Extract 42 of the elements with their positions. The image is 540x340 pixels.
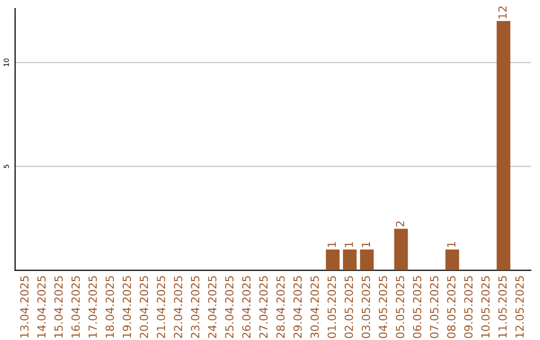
x-tick-label: 06.05.2025 bbox=[412, 276, 422, 338]
x-tick-label: 25.04.2025 bbox=[225, 276, 234, 338]
x-tick-label: 09.05.2025 bbox=[464, 276, 473, 338]
x-tick-label: 03.05.2025 bbox=[362, 276, 370, 338]
bar bbox=[342, 250, 357, 270]
data-label: 2 bbox=[396, 221, 404, 227]
x-tick-label: 27.04.2025 bbox=[259, 276, 268, 338]
x-tick-label: 19.04.2025 bbox=[122, 276, 132, 338]
x-tick-label: 05.05.2025 bbox=[396, 276, 404, 338]
data-label: 1 bbox=[344, 242, 353, 247]
data-label: 1 bbox=[328, 242, 336, 247]
x-tick-label: 22.04.2025 bbox=[174, 276, 182, 338]
x-tick-label: 13.04.2025 bbox=[20, 276, 29, 338]
x-tick-label: 01.05.2025 bbox=[328, 276, 336, 338]
x-tick-label: 16.04.2025 bbox=[71, 276, 80, 338]
x-tick-label: 10.05.2025 bbox=[481, 276, 490, 338]
x-tick-label: 23.04.2025 bbox=[190, 276, 200, 338]
x-tick-label: 24.04.2025 bbox=[208, 276, 216, 338]
x-tick-label: 18.04.2025 bbox=[106, 276, 114, 338]
x-tick-label: 02.05.2025 bbox=[344, 276, 354, 338]
x-tick-label: 04.05.2025 bbox=[378, 276, 388, 338]
data-label: 1 bbox=[362, 242, 370, 247]
bar bbox=[394, 228, 408, 270]
bar bbox=[496, 20, 510, 270]
bar bbox=[445, 250, 460, 270]
x-tick-label: 20.04.2025 bbox=[140, 276, 148, 338]
x-tick-label: 14.04.2025 bbox=[37, 276, 46, 338]
x-tick-label: 15.04.2025 bbox=[54, 276, 63, 338]
x-tick-label: 28.04.2025 bbox=[276, 276, 285, 338]
x-tick-label: 21.04.2025 bbox=[156, 276, 166, 338]
x-tick-label: 26.04.2025 bbox=[242, 276, 251, 338]
x-tick-label: 17.04.2025 bbox=[88, 276, 97, 338]
x-tick-label: 07.05.2025 bbox=[430, 276, 438, 338]
bar bbox=[360, 250, 374, 270]
x-tick-label: 30.04.2025 bbox=[310, 276, 319, 338]
x-tick-label: 29.04.2025 bbox=[293, 276, 302, 338]
x-tick-label: 12.05.2025 bbox=[515, 276, 524, 338]
bar bbox=[326, 250, 340, 270]
data-label: 1 bbox=[447, 242, 456, 247]
data-label: 12 bbox=[498, 6, 507, 18]
x-tick-label: 11.05.2025 bbox=[498, 276, 507, 338]
x-tick-label: 08.05.2025 bbox=[447, 276, 456, 338]
